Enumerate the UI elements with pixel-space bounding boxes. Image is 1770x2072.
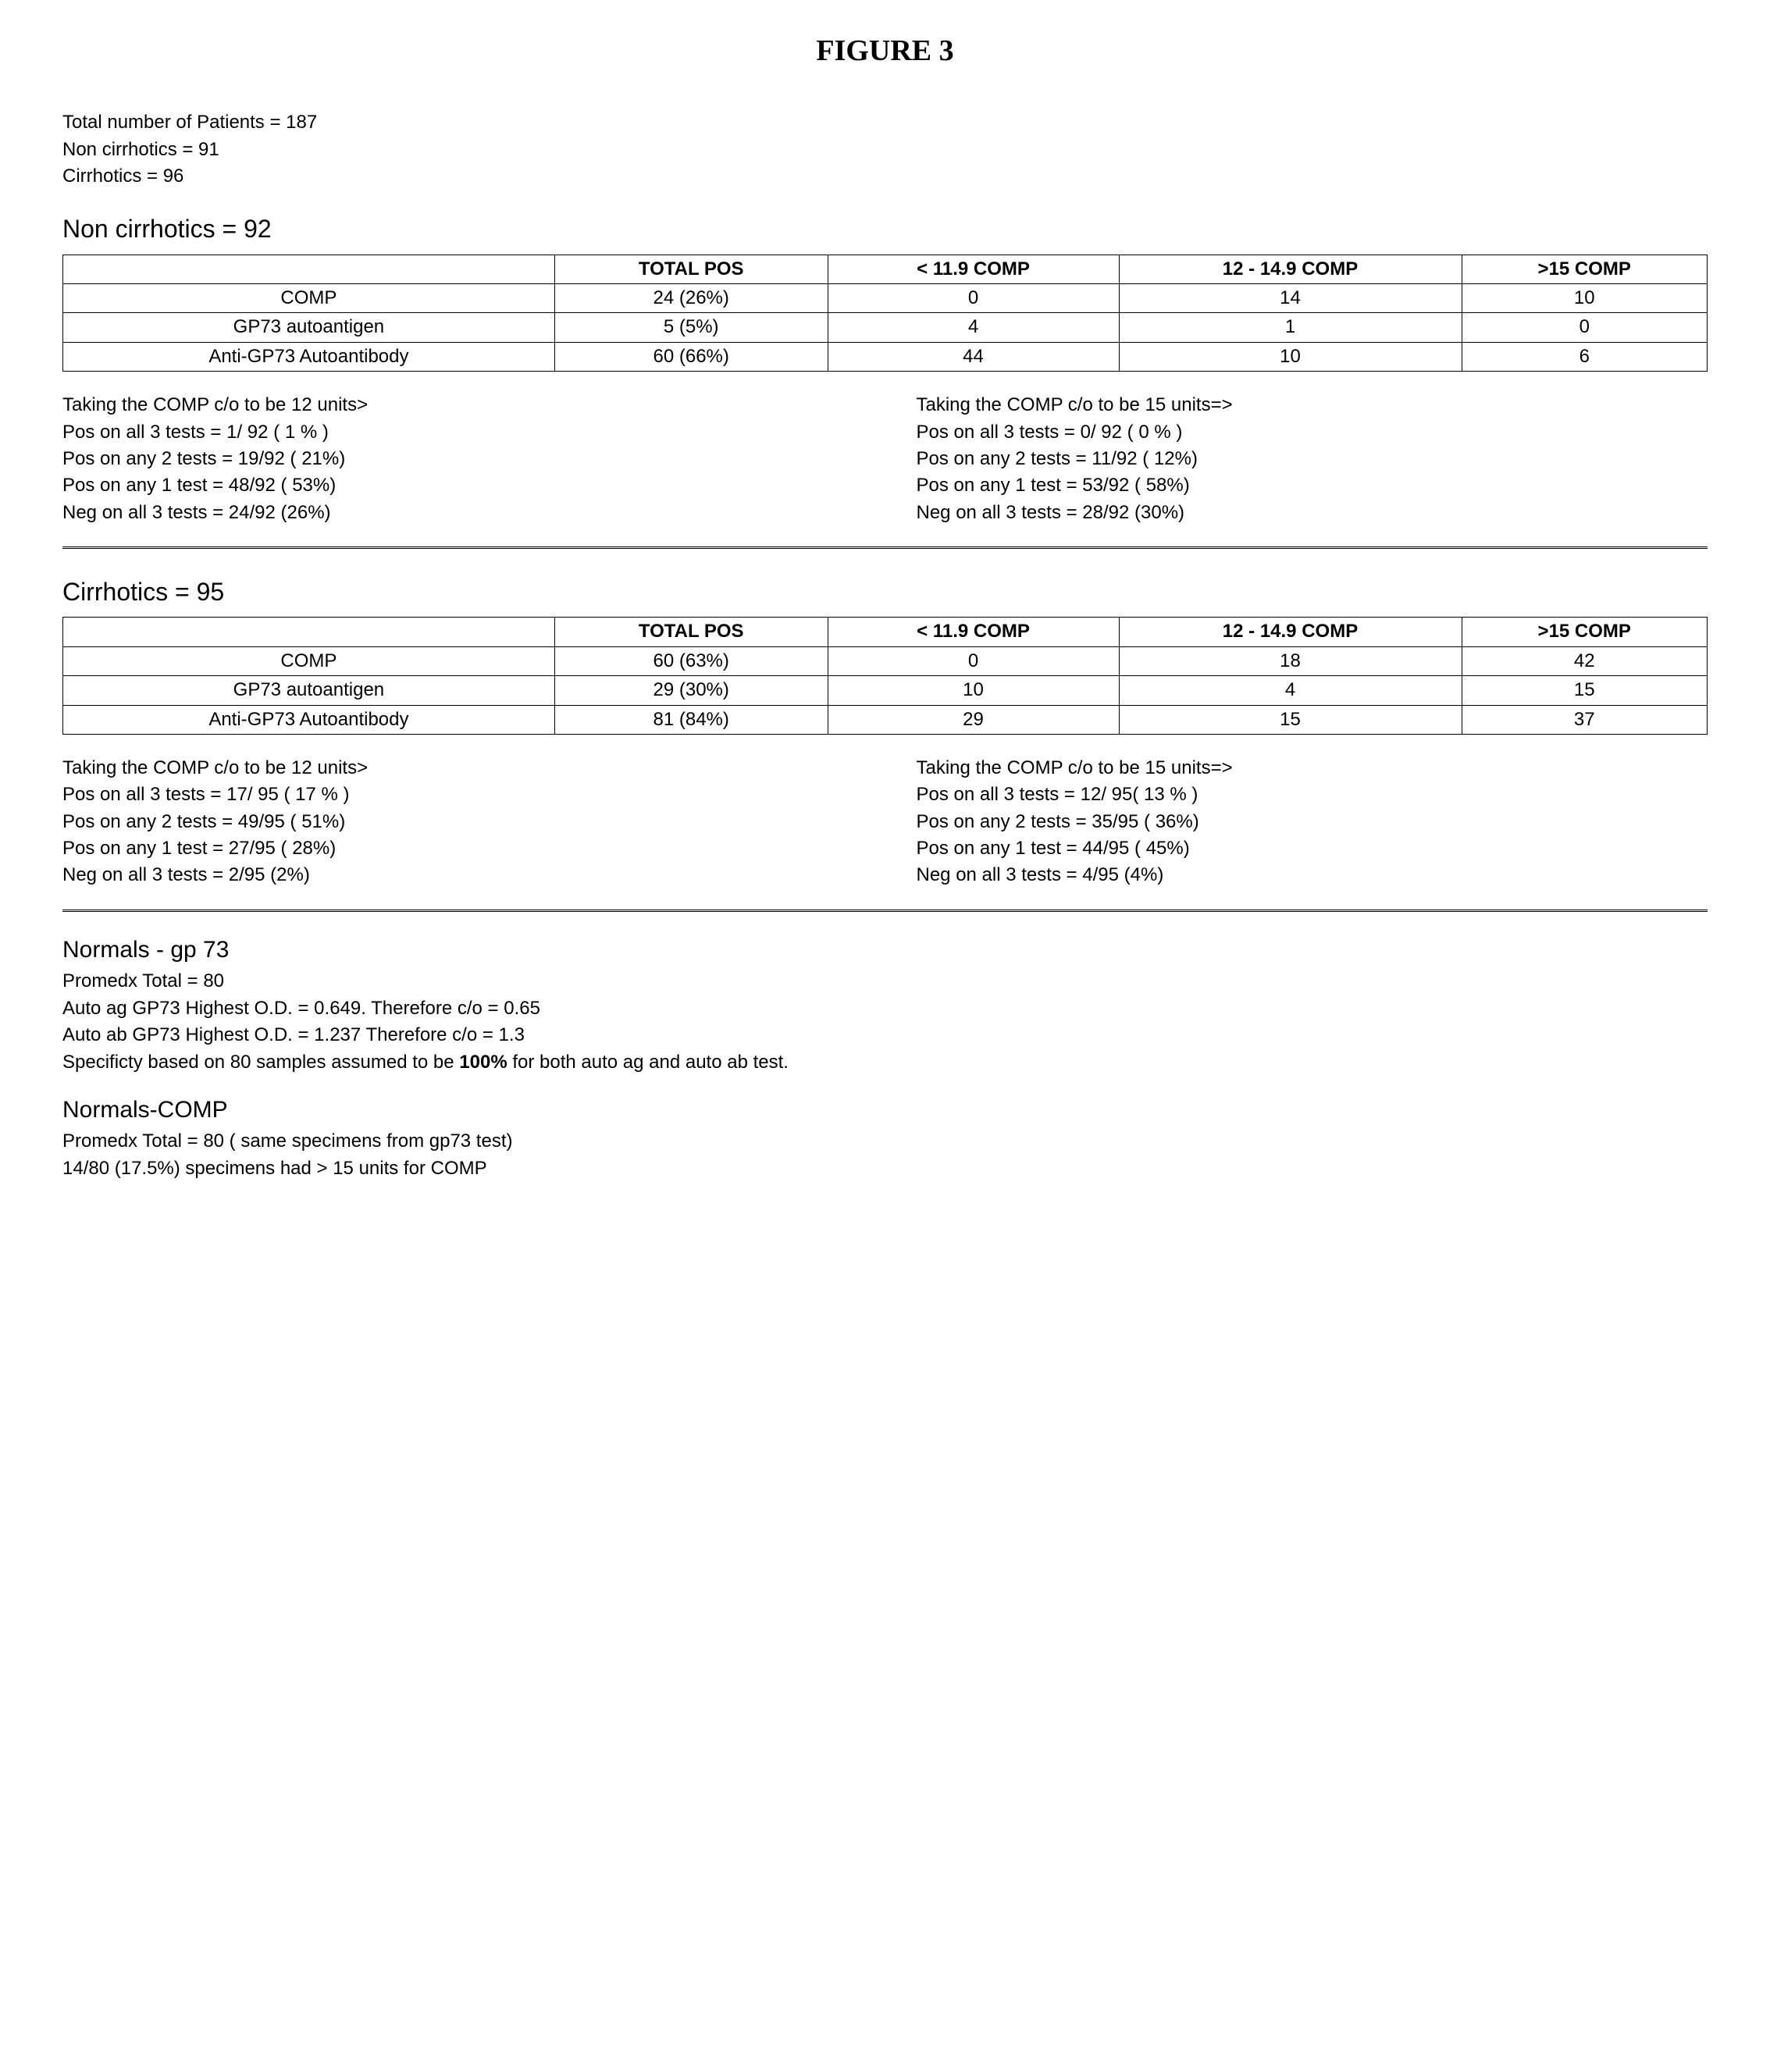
table-row: Anti-GP73 Autoantibody 60 (66%) 44 10 6	[63, 342, 1708, 371]
cell: 60 (63%)	[554, 646, 828, 675]
summary-line: Pos on any 1 test = 53/92 ( 58%)	[917, 473, 1708, 498]
col-header: < 11.9 COMP	[828, 618, 1119, 646]
note-line: Specificty based on 80 samples assumed t…	[62, 1050, 1708, 1075]
noncirrhotics-heading: Non cirrhotics = 92	[62, 212, 1708, 246]
cirrhotics-table: TOTAL POS < 11.9 COMP 12 - 14.9 COMP >15…	[62, 617, 1708, 735]
note-line: Auto ab GP73 Highest O.D. = 1.237 Theref…	[62, 1023, 1708, 1048]
summary-line: Pos on any 2 tests = 11/92 ( 12%)	[917, 447, 1708, 472]
summary-line: Pos on any 1 test = 44/95 ( 45%)	[917, 836, 1708, 861]
summary-line: Taking the COMP c/o to be 12 units>	[62, 393, 854, 418]
cell: 0	[828, 284, 1119, 313]
cell: Anti-GP73 Autoantibody	[63, 705, 555, 734]
cell: 18	[1119, 646, 1462, 675]
summary-line: Pos on all 3 tests = 0/ 92 ( 0 % )	[917, 420, 1708, 445]
col-header: TOTAL POS	[554, 255, 828, 283]
summary-line: Pos on all 3 tests = 12/ 95( 13 % )	[917, 782, 1708, 807]
col-header: >15 COMP	[1462, 618, 1708, 646]
cell: 29 (30%)	[554, 676, 828, 705]
noncirrhotics-table: TOTAL POS < 11.9 COMP 12 - 14.9 COMP >15…	[62, 255, 1708, 372]
summary-line: Taking the COMP c/o to be 12 units>	[62, 756, 854, 781]
col-header: 12 - 14.9 COMP	[1119, 255, 1462, 283]
table-header-row: TOTAL POS < 11.9 COMP 12 - 14.9 COMP >15…	[63, 255, 1708, 283]
summary-line: Neg on all 3 tests = 24/92 (26%)	[62, 500, 854, 525]
cell: 14	[1119, 284, 1462, 313]
cell: GP73 autoantigen	[63, 676, 555, 705]
col-header	[63, 618, 555, 646]
summary-line: Neg on all 3 tests = 2/95 (2%)	[62, 863, 854, 888]
note-line: Promedx Total = 80 ( same specimens from…	[62, 1129, 1708, 1154]
summary-right: Taking the COMP c/o to be 15 units=> Pos…	[917, 391, 1708, 527]
normals-comp-heading: Normals-COMP	[62, 1095, 1708, 1127]
summary-line: Pos on all 3 tests = 1/ 92 ( 1 % )	[62, 420, 854, 445]
summary-line: Pos on all 3 tests = 17/ 95 ( 17 % )	[62, 782, 854, 807]
table-row: COMP 60 (63%) 0 18 42	[63, 646, 1708, 675]
summary-left: Taking the COMP c/o to be 12 units> Pos …	[62, 391, 854, 527]
summary-line: Taking the COMP c/o to be 15 units=>	[917, 756, 1708, 781]
cell: 44	[828, 342, 1119, 371]
summary-line: Pos on any 1 test = 27/95 ( 28%)	[62, 836, 854, 861]
cell: 81 (84%)	[554, 705, 828, 734]
intro-line: Total number of Patients = 187	[62, 110, 1708, 135]
cell: 0	[828, 646, 1119, 675]
cell: 4	[1119, 676, 1462, 705]
cell: 42	[1462, 646, 1708, 675]
cell: COMP	[63, 284, 555, 313]
cell: 37	[1462, 705, 1708, 734]
note-line: Promedx Total = 80	[62, 969, 1708, 994]
cell: 1	[1119, 313, 1462, 342]
note-line: 14/80 (17.5%) specimens had > 15 units f…	[62, 1156, 1708, 1181]
summary-line: Pos on any 1 test = 48/92 ( 53%)	[62, 473, 854, 498]
cirrhotics-heading: Cirrhotics = 95	[62, 575, 1708, 609]
summary-line: Pos on any 2 tests = 35/95 ( 36%)	[917, 810, 1708, 835]
cell: 5 (5%)	[554, 313, 828, 342]
cell: 15	[1119, 705, 1462, 734]
cirrhotics-summary: Taking the COMP c/o to be 12 units> Pos …	[62, 754, 1708, 890]
cell: 10	[1462, 284, 1708, 313]
cell: 0	[1462, 313, 1708, 342]
noncirrhotics-summary: Taking the COMP c/o to be 12 units> Pos …	[62, 391, 1708, 527]
cell: 24 (26%)	[554, 284, 828, 313]
summary-line: Pos on any 2 tests = 19/92 ( 21%)	[62, 447, 854, 472]
cell: 6	[1462, 342, 1708, 371]
cell: GP73 autoantigen	[63, 313, 555, 342]
intro-line: Non cirrhotics = 91	[62, 137, 1708, 162]
figure-title: FIGURE 3	[62, 31, 1708, 71]
cell: 60 (66%)	[554, 342, 828, 371]
normals-gp73-notes: Promedx Total = 80 Auto ag GP73 Highest …	[62, 969, 1708, 1075]
normals-comp-notes: Promedx Total = 80 ( same specimens from…	[62, 1129, 1708, 1181]
table-row: COMP 24 (26%) 0 14 10	[63, 284, 1708, 313]
cell: 10	[828, 676, 1119, 705]
col-header	[63, 255, 555, 283]
summary-right: Taking the COMP c/o to be 15 units=> Pos…	[917, 754, 1708, 890]
col-header: < 11.9 COMP	[828, 255, 1119, 283]
summary-line: Taking the COMP c/o to be 15 units=>	[917, 393, 1708, 418]
section-divider	[62, 546, 1708, 552]
cell: 4	[828, 313, 1119, 342]
cell: 10	[1119, 342, 1462, 371]
table-row: GP73 autoantigen 29 (30%) 10 4 15	[63, 676, 1708, 705]
cell: 29	[828, 705, 1119, 734]
normals-gp73-heading: Normals - gp 73	[62, 935, 1708, 967]
col-header: 12 - 14.9 COMP	[1119, 618, 1462, 646]
table-header-row: TOTAL POS < 11.9 COMP 12 - 14.9 COMP >15…	[63, 618, 1708, 646]
cell: Anti-GP73 Autoantibody	[63, 342, 555, 371]
cell: 15	[1462, 676, 1708, 705]
summary-line: Neg on all 3 tests = 28/92 (30%)	[917, 500, 1708, 525]
intro-line: Cirrhotics = 96	[62, 164, 1708, 189]
col-header: TOTAL POS	[554, 618, 828, 646]
summary-left: Taking the COMP c/o to be 12 units> Pos …	[62, 754, 854, 890]
intro-block: Total number of Patients = 187 Non cirrh…	[62, 110, 1708, 189]
section-divider	[62, 910, 1708, 915]
cell: COMP	[63, 646, 555, 675]
note-line: Auto ag GP73 Highest O.D. = 0.649. There…	[62, 996, 1708, 1021]
summary-line: Pos on any 2 tests = 49/95 ( 51%)	[62, 810, 854, 835]
table-row: Anti-GP73 Autoantibody 81 (84%) 29 15 37	[63, 705, 1708, 734]
table-row: GP73 autoantigen 5 (5%) 4 1 0	[63, 313, 1708, 342]
col-header: >15 COMP	[1462, 255, 1708, 283]
summary-line: Neg on all 3 tests = 4/95 (4%)	[917, 863, 1708, 888]
